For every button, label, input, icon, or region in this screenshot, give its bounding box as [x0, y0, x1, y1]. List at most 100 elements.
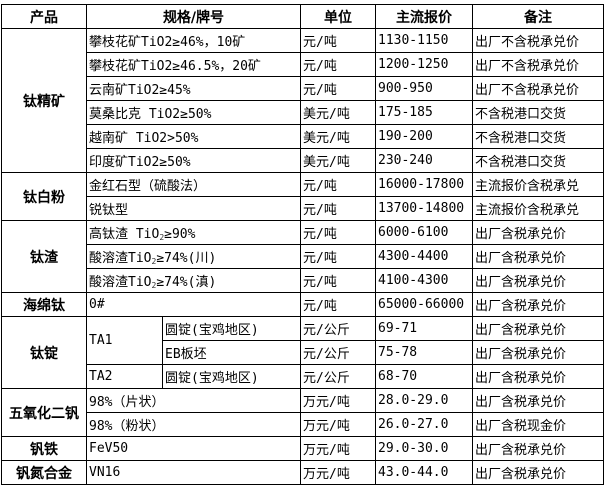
spec-subscript: 2	[151, 257, 157, 266]
form-cell: 圆锭(宝鸡地区)	[162, 316, 301, 341]
spec-cell: 攀枝花矿TiO2≥46.5%，20矿	[86, 52, 301, 77]
price-cell: 29.0-30.0	[375, 436, 473, 461]
header-price: 主流报价	[375, 4, 473, 29]
price-cell: 4300-4400	[375, 244, 473, 269]
note-cell: 出厂含税承兑价	[472, 340, 604, 365]
price-cell: 68-70	[375, 364, 473, 389]
table-row: 钒铁 FeV50 万元/吨 29.0-30.0 出厂含税承兑价	[1, 436, 604, 461]
spec-text: 锐钛型	[89, 203, 129, 218]
spec-cell: 越南矿 TiO2>50%	[86, 124, 301, 149]
spec-text: 越南矿 TiO2>50%	[89, 131, 199, 146]
note-cell: 出厂含税承兑价	[472, 364, 604, 389]
note-cell: 不含税港口交货	[472, 100, 604, 125]
spec-text: 高钛渣 TiO	[89, 227, 160, 242]
note-cell: 出厂含税承兑价	[472, 220, 604, 245]
spec-cell: FeV50	[86, 436, 301, 461]
spec-text: 金红石型（硫酸法）	[89, 179, 207, 194]
unit-cell: 元/公斤	[300, 340, 376, 365]
spec-text: FeV50	[89, 441, 129, 456]
product-cell: 五氧化二钒	[1, 388, 87, 437]
product-cell: 钛锭	[1, 316, 87, 389]
price-cell: 26.0-27.0	[375, 412, 473, 437]
spec-text: VN16	[89, 465, 121, 480]
note-cell: 不含税港口交货	[472, 148, 604, 173]
spec-text: 98%（片状）	[89, 395, 165, 410]
unit-cell: 元/吨	[300, 220, 376, 245]
spec-cell: 0#	[86, 292, 301, 317]
product-cell: 海绵钛	[1, 292, 87, 317]
note-cell: 出厂含税承兑价	[472, 316, 604, 341]
unit-cell: 元/吨	[300, 76, 376, 101]
unit-cell: 元/吨	[300, 244, 376, 269]
table-row: 钛渣 高钛渣 TiO2≥90% 元/吨 6000-6100 出厂含税承兑价	[1, 220, 604, 293]
product-cell: 钛渣	[1, 220, 87, 293]
spec-subscript: 2	[151, 281, 157, 290]
table-row: 钒氮合金 VN16 万元/吨 43.0-44.0 出厂含税承兑价	[1, 460, 604, 485]
spec-text: ≥74%(滇)	[156, 275, 217, 290]
form-cell: 圆锭(宝鸡地区)	[162, 364, 301, 389]
spec-text: ≥74%(川)	[156, 251, 217, 266]
spec-text: 酸溶渣TiO	[89, 275, 152, 290]
table-row: 酸溶渣TiO2≥74%(川) 元/吨 4300-4400 出厂含税承兑价	[2, 244, 604, 269]
product-cell: 钛白粉	[1, 172, 87, 221]
header-product: 产品	[1, 4, 87, 29]
spec-cell: 98%（片状）	[86, 388, 301, 413]
spec-cell: 酸溶渣TiO2≥74%(滇)	[86, 268, 301, 293]
note-cell: 出厂含税承兑价	[472, 388, 604, 413]
spec-text: 攀枝花矿TiO2≥46.5%，20矿	[89, 59, 261, 74]
price-cell: 75-78	[375, 340, 473, 365]
unit-cell: 美元/吨	[300, 100, 376, 125]
table-row: 莫桑比克 TiO2≥50% 美元/吨 175-185 不含税港口交货	[2, 100, 604, 125]
note-cell: 出厂含税现金价	[472, 412, 604, 437]
note-cell: 出厂含税承兑价	[472, 436, 604, 461]
spec-text: 98%（粉状）	[89, 419, 165, 434]
price-cell: 175-185	[375, 100, 473, 125]
note-cell: 不含税港口交货	[472, 124, 604, 149]
price-cell: 16000-17800	[375, 172, 473, 197]
spec-cell: 锐钛型	[86, 196, 301, 221]
unit-cell: 元/吨	[300, 268, 376, 293]
unit-cell: 元/吨	[300, 52, 376, 77]
spec-text: 酸溶渣TiO	[89, 251, 152, 266]
note-cell: 出厂不含税承兑价	[472, 52, 604, 77]
price-cell: 65000-66000	[375, 292, 473, 317]
table-row: 98%（粉状） 万元/吨 26.0-27.0 出厂含税现金价	[2, 412, 604, 437]
price-cell: 900-950	[375, 76, 473, 101]
unit-cell: 元/吨	[300, 196, 376, 221]
header-spec: 规格/牌号	[86, 4, 301, 29]
spec-cell: VN16	[86, 460, 301, 485]
spec-text: 印度矿TiO2≥50%	[89, 155, 191, 170]
spec-text: 莫桑比克 TiO2≥50%	[89, 107, 212, 122]
unit-cell: 美元/吨	[300, 148, 376, 173]
unit-cell: 万元/吨	[300, 460, 376, 485]
unit-cell: 万元/吨	[300, 436, 376, 461]
spec-cell: 高钛渣 TiO2≥90%	[86, 220, 301, 245]
unit-cell: 元/吨	[300, 28, 376, 53]
table-row: 五氧化二钒 98%（片状） 万元/吨 28.0-29.0 出厂含税承兑价	[1, 388, 604, 437]
note-cell: 出厂不含税承兑价	[472, 28, 604, 53]
table-row: 印度矿TiO2≥50% 美元/吨 230-240 不含税港口交货	[2, 148, 604, 173]
spec-cell: 98%（粉状）	[86, 412, 301, 437]
table-row: 攀枝花矿TiO2≥46.5%，20矿 元/吨 1200-1250 出厂不含税承兑价	[2, 52, 604, 77]
spec-cell: 印度矿TiO2≥50%	[86, 148, 301, 173]
price-cell: 230-240	[375, 148, 473, 173]
note-cell: 出厂含税承兑价	[472, 292, 604, 317]
grade-cell: TA1	[86, 316, 163, 365]
grade-cell: TA2	[86, 364, 163, 389]
spec-cell: 云南矿TiO2≥45%	[86, 76, 301, 101]
table-row: 越南矿 TiO2>50% 美元/吨 190-200 不含税港口交货	[2, 124, 604, 149]
unit-cell: 万元/吨	[300, 388, 376, 413]
table-row: 酸溶渣TiO2≥74%(滇) 元/吨 4100-4300 出厂含税承兑价	[2, 268, 604, 293]
table-row: TA2 圆锭(宝鸡地区) 元/公斤 68-70 出厂含税承兑价	[2, 364, 604, 389]
unit-cell: 元/公斤	[300, 316, 376, 341]
header-row: 产品 规格/牌号 单位 主流报价 备注	[1, 4, 604, 29]
unit-cell: 元/吨	[300, 172, 376, 197]
spec-cell: 攀枝花矿TiO2≥46%，10矿	[86, 28, 301, 53]
table-row: 钛精矿 攀枝花矿TiO2≥46%，10矿 元/吨 1130-1150 出厂不含税承兑价	[1, 28, 604, 173]
price-cell: 13700-14800	[375, 196, 473, 221]
product-cell: 钒氮合金	[1, 460, 87, 485]
table-row: 钛锭 TA1 圆锭(宝鸡地区) 元/公斤 69-71 出厂含税承兑价	[1, 316, 604, 389]
spec-cell: 酸溶渣TiO2≥74%(川)	[86, 244, 301, 269]
price-table: 产品 规格/牌号 单位 主流报价 备注 钛精矿 攀枝花矿TiO2≥46%，10矿元…	[1, 4, 604, 485]
table-row: 云南矿TiO2≥45% 元/吨 900-950 出厂不含税承兑价	[2, 76, 604, 101]
